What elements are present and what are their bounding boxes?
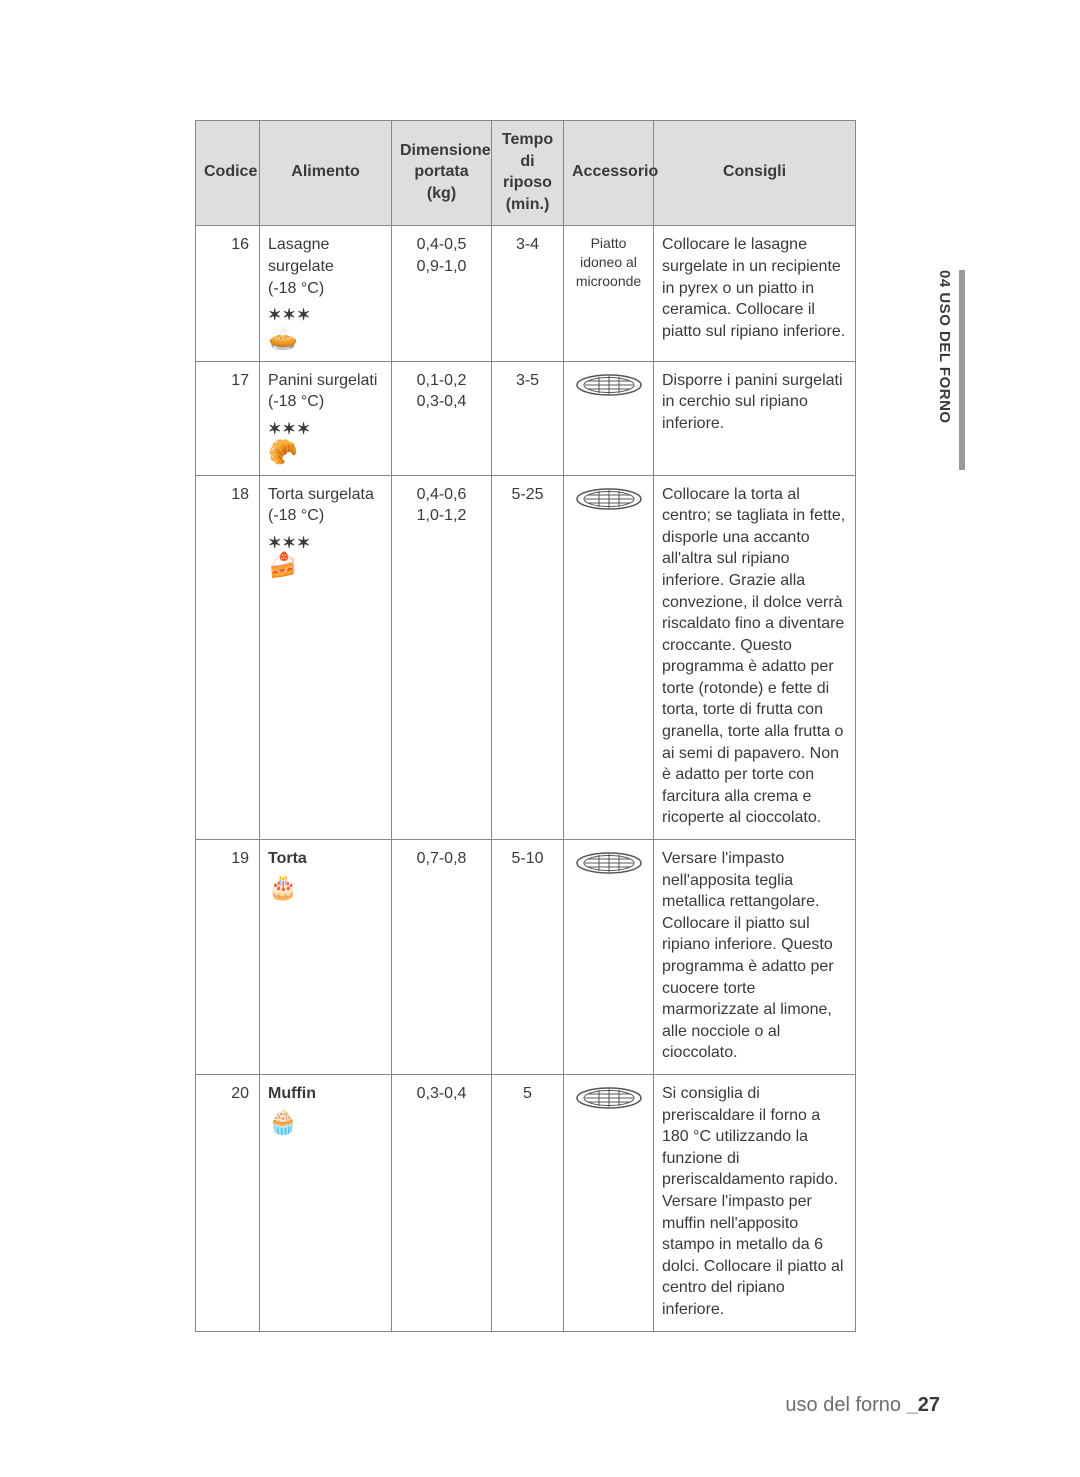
footer-section: uso del forno (785, 1394, 901, 1416)
section-side-tab: 04 USO DEL FORNO (931, 270, 965, 520)
cell-accessory (564, 361, 654, 475)
cell-tips: Versare l'impasto nell'apposita teglia m… (654, 840, 856, 1075)
col-header-code: Codice (196, 121, 260, 226)
cell-code: 16 (196, 226, 260, 361)
cell-tips: Disporre i panini surgelati in cerchio s… (654, 361, 856, 475)
food-glyph-icon: 🍰 (268, 554, 383, 578)
frozen-stars-icon: ✶✶✶ (268, 305, 383, 327)
cell-dimension: 0,4-0,50,9-1,0 (392, 226, 492, 361)
cell-food: Muffin 🧁 (260, 1074, 392, 1331)
frozen-stars-icon: ✶✶✶ (268, 419, 383, 441)
footer-sep: _ (907, 1394, 918, 1416)
col-header-dim: Dimensione portata (kg) (392, 121, 492, 226)
cell-dimension: 0,4-0,61,0-1,2 (392, 475, 492, 840)
food-glyph-icon: 🧁 (268, 1111, 383, 1135)
cell-tips: Si consiglia di preriscaldare il forno a… (654, 1074, 856, 1331)
food-temp: (-18 °C) (268, 505, 383, 527)
wire-rack-icon (572, 1085, 645, 1111)
accessory-text: Piatto idoneo al microonde (572, 234, 645, 291)
cell-dimension: 0,1-0,20,3-0,4 (392, 361, 492, 475)
wire-rack-icon (572, 850, 645, 876)
wire-rack-icon (572, 372, 645, 398)
cell-accessory (564, 1074, 654, 1331)
cell-time: 5-25 (492, 475, 564, 840)
cell-tips: Collocare la torta al centro; se tagliat… (654, 475, 856, 840)
food-temp: (-18 °C) (268, 278, 383, 300)
cell-food: Torta surgelata(-18 °C)✶✶✶🍰 (260, 475, 392, 840)
cell-accessory (564, 475, 654, 840)
cell-dimension: 0,3-0,4 (392, 1074, 492, 1331)
footer-page: 27 (918, 1394, 940, 1416)
table-row: 16Lasagne surgelate(-18 °C) ✶✶✶🥧 0,4-0,50,… (196, 226, 856, 361)
col-header-acc: Accessorio (564, 121, 654, 226)
cell-time: 3-5 (492, 361, 564, 475)
food-temp: (-18 °C) (268, 391, 383, 413)
cell-tips: Collocare le lasagne surgelate in un rec… (654, 226, 856, 361)
food-glyph-icon: 🥐 (268, 441, 383, 465)
cell-code: 19 (196, 840, 260, 1075)
cell-time: 5 (492, 1074, 564, 1331)
page-footer: uso del forno _27 (785, 1394, 940, 1417)
cell-code: 20 (196, 1074, 260, 1331)
cell-code: 18 (196, 475, 260, 840)
table-row: 19 Torta 🎂 0,7-0,85-10 Versare l'impasto nel… (196, 840, 856, 1075)
side-tab-label: 04 USO DEL FORNO (936, 270, 953, 424)
table-row: 18Torta surgelata(-18 °C)✶✶✶🍰0,4-0,61,0-… (196, 475, 856, 840)
col-header-tips: Consigli (654, 121, 856, 226)
cell-accessory: Piatto idoneo al microonde (564, 226, 654, 361)
cell-code: 17 (196, 361, 260, 475)
cell-food: Torta 🎂 (260, 840, 392, 1075)
cell-time: 3-4 (492, 226, 564, 361)
food-name: Torta (268, 848, 383, 870)
side-tab-bar (959, 270, 965, 470)
cell-food: Lasagne surgelate(-18 °C) ✶✶✶🥧 (260, 226, 392, 361)
food-name: Lasagne surgelate (268, 234, 383, 277)
food-glyph-icon: 🥧 (268, 327, 383, 351)
table-row: 20 Muffin 🧁 0,3-0,45 Si consiglia di prerisc… (196, 1074, 856, 1331)
food-glyph-icon: 🎂 (268, 876, 383, 900)
table-row: 17 Panini surgelati(-18 °C) ✶✶✶🥐 0,1-0,20,3… (196, 361, 856, 475)
food-name: Panini surgelati (268, 370, 383, 392)
food-name: Torta surgelata (268, 484, 383, 506)
cell-accessory (564, 840, 654, 1075)
food-name: Muffin (268, 1083, 383, 1105)
col-header-time: Tempo di riposo (min.) (492, 121, 564, 226)
cell-food: Panini surgelati(-18 °C) ✶✶✶🥐 (260, 361, 392, 475)
cell-time: 5-10 (492, 840, 564, 1075)
cell-dimension: 0,7-0,8 (392, 840, 492, 1075)
wire-rack-icon (572, 486, 645, 512)
col-header-food: Alimento (260, 121, 392, 226)
cooking-guide-table: Codice Alimento Dimensione portata (kg) … (195, 120, 856, 1332)
